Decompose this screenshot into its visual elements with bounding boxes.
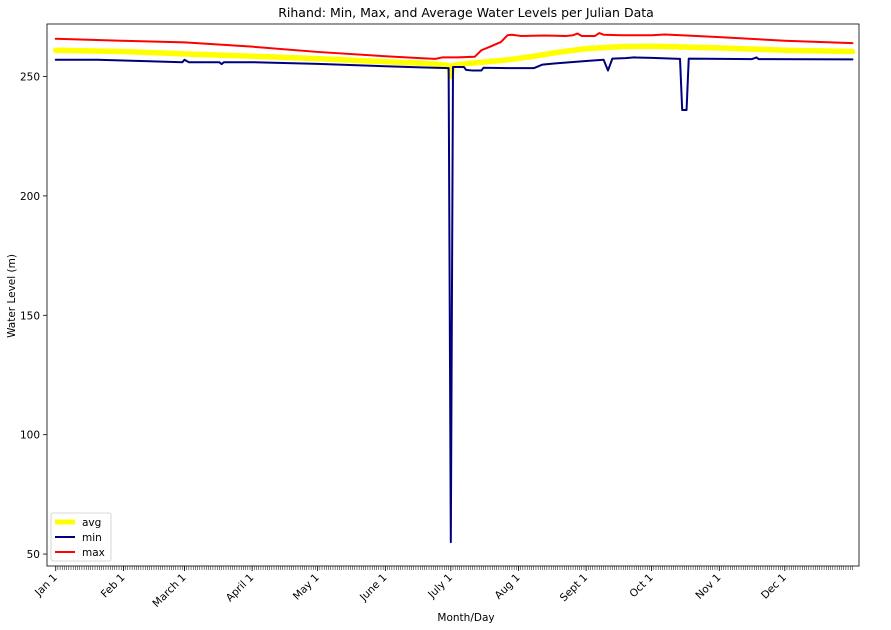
x-tick-label: Feb 1 — [99, 572, 128, 601]
legend-label-max: max — [82, 547, 105, 559]
x-tick-label: June 1 — [357, 572, 389, 604]
series-min-line — [54, 56, 854, 544]
legend — [50, 512, 112, 562]
series-max-line — [54, 32, 854, 60]
series-avg-line — [52, 43, 856, 80]
x-tick-label: Dec 1 — [759, 572, 789, 602]
x-tick-label: July 1 — [425, 572, 455, 602]
y-tick-label: 50 — [27, 549, 40, 561]
legend-label-avg: avg — [82, 517, 101, 529]
y-tick-label: 150 — [20, 310, 40, 322]
x-tick-label: Sept 1 — [558, 572, 590, 604]
x-tick-label: Aug 1 — [493, 572, 523, 602]
plot-area: 50 100 150 200 250 Jan 1 Feb 1 March 1 April 1 Ma… — [20, 23, 860, 610]
y-axis-label: Water Level (m) — [6, 254, 18, 338]
y-tick-label: 200 — [20, 191, 40, 203]
x-tick-label: April 1 — [224, 572, 257, 605]
x-tick-label: May 1 — [291, 572, 322, 603]
x-tick-label: March 1 — [150, 572, 188, 610]
x-axis-label: Month/Day — [437, 612, 494, 624]
x-tick-label: Oct 1 — [627, 572, 655, 600]
chart-title: Rihand: Min, Max, and Average Water Leve… — [278, 5, 654, 20]
x-minor-ticks — [55, 566, 853, 570]
x-tick-label: Jan 1 — [32, 572, 60, 600]
y-tick-label: 100 — [20, 430, 40, 442]
legend-label-min: min — [82, 532, 102, 544]
x-tick-label: Nov 1 — [693, 572, 723, 602]
y-tick-label: 250 — [20, 72, 40, 84]
